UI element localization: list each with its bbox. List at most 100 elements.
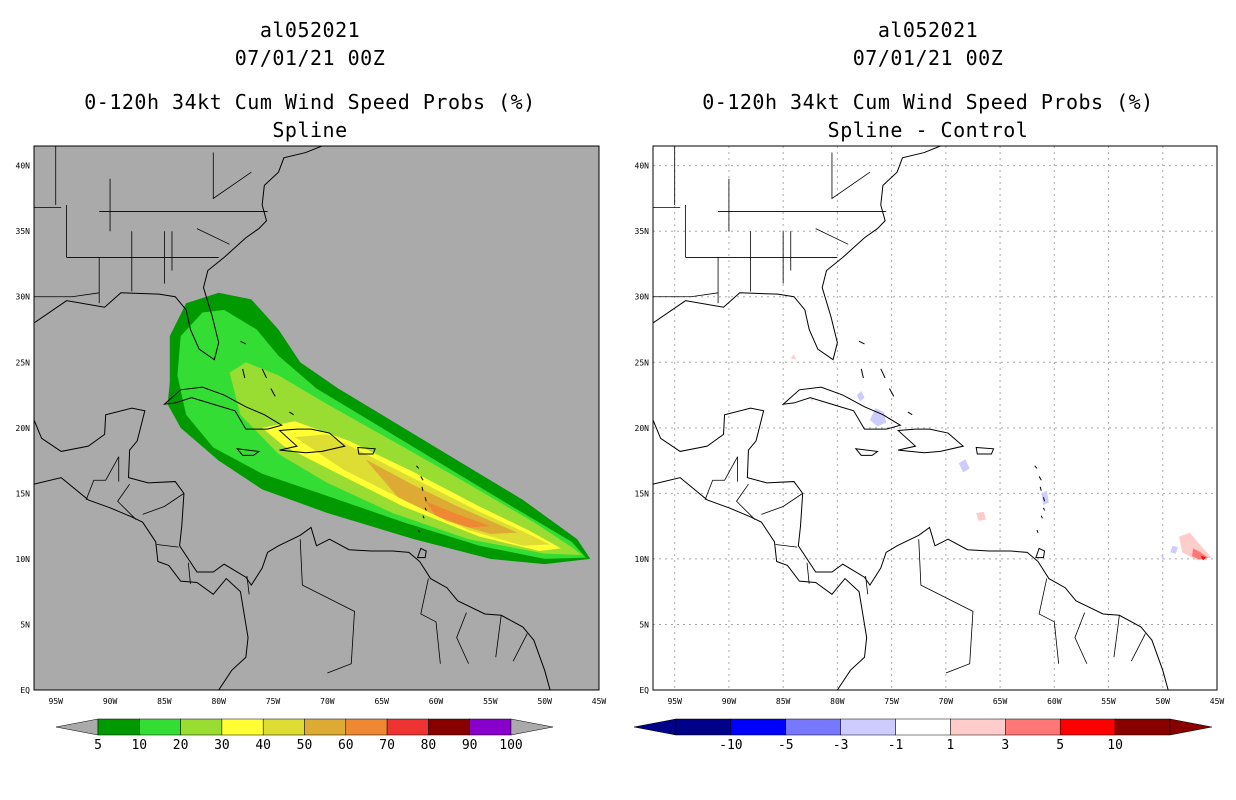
lon-tick-label: 55W [1101, 697, 1116, 706]
lat-tick-label: 10N [16, 555, 31, 564]
colorbar-label: -3 [833, 738, 849, 753]
left-map-frame [33, 145, 600, 691]
colorbar-segment [221, 718, 264, 736]
colorbar-segment [180, 718, 223, 736]
lon-tick-label: 80W [211, 697, 226, 706]
colorbar-right-arrow [510, 718, 554, 736]
colorbar-label: 30 [214, 738, 230, 753]
colorbar-segment [345, 718, 388, 736]
colorbar-label: 40 [255, 738, 271, 753]
colorbar-segment [950, 718, 1006, 736]
lon-tick-label: 90W [103, 697, 118, 706]
lon-tick-label: 85W [776, 697, 791, 706]
right-grid [653, 146, 1217, 690]
right-subtitle: Spline - Control [827, 118, 1029, 142]
lat-tick-label: EQ [20, 686, 30, 695]
right-colorbar: -10 -5 -3 -1 1 3 5 10 [633, 718, 1213, 753]
colorbar-label: 100 [499, 738, 522, 753]
colorbar-label: 60 [338, 738, 354, 753]
colorbar-segment [840, 718, 896, 736]
lon-tick-label: 65W [374, 697, 389, 706]
colorbar-label: 80 [421, 738, 437, 753]
lat-tick-label: 5N [20, 620, 30, 629]
colorbar-segment [895, 718, 951, 736]
lon-tick-label: 60W [1047, 697, 1062, 706]
colorbar-label: 50 [297, 738, 313, 753]
colorbar-label: 5 [94, 738, 102, 753]
lon-tick-label: 50W [1156, 697, 1171, 706]
lon-tick-label: 65W [993, 697, 1008, 706]
colorbar-segment [386, 718, 429, 736]
lat-tick-label: 15N [635, 489, 650, 498]
lon-tick-label: 70W [939, 697, 954, 706]
lon-tick-label: 80W [830, 697, 845, 706]
left-colorbar: 5 10 20 30 40 50 60 70 80 90 100 [55, 718, 554, 753]
left-map-panel [33, 145, 600, 691]
lat-tick-label: 30N [16, 293, 31, 302]
colorbar-right-arrow [1169, 718, 1213, 736]
colorbar-label: 5 [1056, 738, 1064, 753]
colorbar-label: 1 [947, 738, 955, 753]
lon-tick-label: 95W [667, 697, 682, 706]
lon-tick-label: 60W [429, 697, 444, 706]
lon-tick-label: 75W [884, 697, 899, 706]
lon-tick-label: 90W [722, 697, 737, 706]
left-product-title: 0-120h 34kt Cum Wind Speed Probs (%) [84, 90, 536, 114]
colorbar-segment [1005, 718, 1061, 736]
right-axis-labels: 40N 35N 30N 25N 20N 15N 10N 5N EQ 95W 90W 85W 80W 75W… [635, 162, 1225, 706]
lat-tick-label: 25N [16, 358, 31, 367]
left-axis-labels: 40N 35N 30N 25N 20N 15N 10N 5N EQ 95W 90W 85W 80W 75W… [16, 162, 607, 706]
lat-tick-label: EQ [639, 686, 649, 695]
colorbar-label: -5 [778, 738, 794, 753]
lon-tick-label: 45W [1210, 697, 1225, 706]
lat-tick-label: 40N [16, 162, 31, 171]
colorbar-segment [785, 718, 841, 736]
lat-tick-label: 20N [635, 424, 650, 433]
right-storm-id: al052021 [877, 18, 979, 42]
lon-tick-label: 75W [266, 697, 281, 706]
lat-tick-label: 35N [635, 227, 650, 236]
left-subtitle: Spline [272, 118, 348, 142]
lon-tick-label: 50W [537, 697, 552, 706]
lat-tick-label: 35N [16, 227, 31, 236]
colorbar-segment [262, 718, 305, 736]
colorbar-segment [675, 718, 732, 736]
lat-tick-label: 25N [635, 358, 650, 367]
lat-tick-label: 5N [639, 620, 649, 629]
colorbar-left-arrow [633, 718, 677, 736]
lat-tick-label: 20N [16, 424, 31, 433]
colorbar-segment [730, 718, 787, 736]
colorbar-label: 3 [1001, 738, 1009, 753]
left-storm-id: al052021 [259, 18, 361, 42]
colorbar-label: 10 [131, 738, 147, 753]
colorbar-label: 10 [1107, 738, 1123, 753]
colorbar-segment [469, 718, 512, 736]
right-product-title: 0-120h 34kt Cum Wind Speed Probs (%) [702, 90, 1154, 114]
colorbar-label: -1 [888, 738, 904, 753]
lat-tick-label: 30N [635, 293, 650, 302]
colorbar-segment [1059, 718, 1116, 736]
lon-tick-label: 85W [157, 697, 172, 706]
right-diff-blobs [790, 354, 1212, 561]
left-swath [167, 292, 591, 565]
colorbar-label: 70 [379, 738, 395, 753]
lat-tick-label: 40N [635, 162, 650, 171]
lon-tick-label: 95W [49, 697, 64, 706]
lon-tick-label: 70W [320, 697, 335, 706]
colorbar-segment [304, 718, 347, 736]
colorbar-label: -10 [719, 738, 742, 753]
left-datetime: 07/01/21 00Z [234, 46, 386, 70]
colorbar-segment [1114, 718, 1171, 736]
lon-tick-label: 55W [483, 697, 498, 706]
colorbar-left-arrow [55, 718, 99, 736]
right-datetime: 07/01/21 00Z [852, 46, 1004, 70]
colorbar-label: 90 [462, 738, 478, 753]
colorbar-segment [97, 718, 140, 736]
colorbar-segment [139, 718, 181, 736]
colorbar-segment [428, 718, 470, 736]
lat-tick-label: 15N [16, 489, 31, 498]
lat-tick-label: 10N [635, 555, 650, 564]
right-map-panel [652, 145, 1218, 691]
colorbar-label: 20 [173, 738, 189, 753]
right-map-frame [652, 145, 1218, 691]
